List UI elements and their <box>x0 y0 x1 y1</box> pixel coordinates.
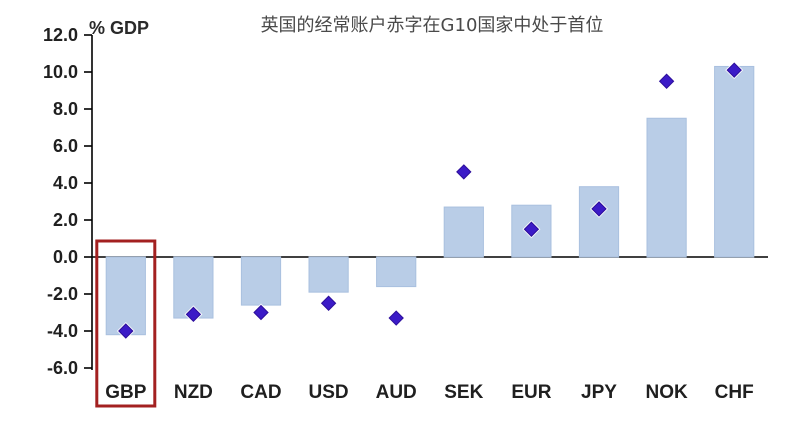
x-tick-label-gbp: GBP <box>105 382 147 403</box>
marker-usd <box>320 295 337 311</box>
bar-cad <box>240 256 282 306</box>
y-tick-label: 12.0 <box>43 25 78 45</box>
marker-nzd <box>185 306 202 323</box>
marker-eur <box>523 221 540 237</box>
y-tick-label: 0.0 <box>53 247 78 267</box>
y-tick-label: 4.0 <box>53 173 78 193</box>
x-tick-label-usd: USD <box>309 382 349 403</box>
marker-jpy <box>591 201 607 217</box>
y-tick-label: 10.0 <box>43 62 78 82</box>
bar-eur <box>511 204 552 258</box>
x-tick-label-eur: EUR <box>511 382 551 403</box>
marker-chf <box>726 62 742 78</box>
chart-title: 英国的经常账户赤字在G10国家中处于首位 <box>261 15 604 36</box>
bar-gbp <box>105 256 146 336</box>
x-tick-label-aud: AUD <box>376 382 417 403</box>
y-tick-label: -4.0 <box>47 321 78 341</box>
x-tick-group: GBP NZD CAD USD AUD SEK EUR JPY NOK CHF <box>105 382 754 403</box>
y-tick-label: -6.0 <box>47 358 78 378</box>
marker-cad <box>253 304 269 321</box>
bar-group <box>105 65 755 336</box>
bar-sek <box>443 206 484 258</box>
bar-chf <box>714 65 755 258</box>
y-tick-label: 6.0 <box>53 136 78 156</box>
marker-sek <box>456 164 472 180</box>
x-tick-label-jpy: JPY <box>581 382 617 403</box>
marker-nok <box>658 73 675 89</box>
marker-gbp <box>118 323 134 339</box>
x-tick-label-nok: NOK <box>645 382 688 403</box>
bar-aud <box>376 256 417 288</box>
y-tick-label: -2.0 <box>47 284 78 304</box>
bar-nok <box>646 117 687 258</box>
y-tick-label: 2.0 <box>53 210 78 230</box>
y-axis-unit-label: % GDP <box>89 18 149 38</box>
x-tick-label-chf: CHF <box>715 382 754 403</box>
x-tick-label-cad: CAD <box>240 382 281 403</box>
x-tick-label-sek: SEK <box>444 382 483 403</box>
y-tick-label: 8.0 <box>53 99 78 119</box>
bar-jpy <box>578 186 620 258</box>
bar-usd <box>308 256 349 293</box>
marker-group <box>116 61 744 340</box>
gbp-highlight-box <box>95 239 157 408</box>
y-tick-group: 12.0 10.0 8.0 6.0 4.0 2.0 0.0 -2.0 -4.0 -6.0 <box>43 25 92 378</box>
marker-aud <box>388 310 404 326</box>
x-tick-label-nzd: NZD <box>174 382 213 403</box>
